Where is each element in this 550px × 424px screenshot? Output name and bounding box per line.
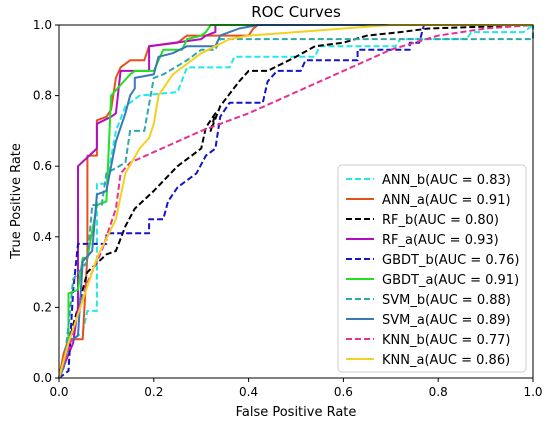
- x-axis-ticks: 0.0 0.2 0.4 0.6 0.8 1.0: [49, 378, 543, 399]
- y-axis-label: True Positive Rate: [9, 143, 24, 260]
- legend-label-7: SVM_a(AUC = 0.89): [382, 313, 511, 328]
- legend-label-2: RF_b(AUC = 0.80): [382, 213, 499, 228]
- legend-label-4: GBDT_b(AUC = 0.76): [382, 253, 519, 268]
- legend-label-9: KNN_a(AUC = 0.86): [382, 353, 510, 368]
- series-line-0: [58, 24, 534, 379]
- series-line-5: [58, 24, 533, 379]
- y-tick-label: 1.0: [33, 18, 52, 32]
- series-line-7: [58, 24, 533, 379]
- y-tick-label: 0.2: [33, 300, 52, 314]
- x-tick-label: 0.6: [334, 385, 353, 399]
- series-line-8: [58, 24, 534, 379]
- series-line-1: [58, 24, 533, 379]
- x-tick-label: 1.0: [523, 385, 542, 399]
- y-axis-ticks: 0.0 0.2 0.4 0.6 0.8 1.0: [33, 18, 59, 385]
- legend: ANN_b(AUC = 0.83) ANN_a(AUC = 0.91) RF_b(A…: [337, 164, 527, 373]
- plot-area: [58, 24, 534, 379]
- legend-label-3: RF_a(AUC = 0.93): [382, 233, 499, 248]
- plot-frame: [58, 24, 534, 379]
- y-tick-label: 0.4: [33, 230, 52, 244]
- x-tick-label: 0.2: [144, 385, 163, 399]
- x-tick-label: 0.8: [429, 385, 448, 399]
- y-tick-label: 0.0: [33, 371, 52, 385]
- x-axis-label: False Positive Rate: [236, 405, 357, 420]
- x-tick-label: 0.4: [239, 385, 258, 399]
- legend-label-0: ANN_b(AUC = 0.83): [382, 173, 511, 188]
- y-tick-label: 0.6: [33, 159, 52, 173]
- legend-label-5: GBDT_a(AUC = 0.91): [382, 273, 519, 288]
- legend-label-1: ANN_a(AUC = 0.91): [382, 193, 511, 208]
- x-tick-label: 0.0: [49, 385, 68, 399]
- y-tick-label: 0.8: [33, 89, 52, 103]
- chart-title: ROC Curves: [251, 3, 341, 21]
- series-line-2: [58, 24, 534, 379]
- legend-label-8: KNN_b(AUC = 0.77): [382, 333, 510, 348]
- legend-label-6: SVM_b(AUC = 0.88): [382, 293, 511, 308]
- series-line-6: [58, 25, 534, 379]
- series-line-3: [58, 24, 533, 379]
- legend-box: [337, 164, 527, 373]
- series-line-9: [58, 24, 533, 379]
